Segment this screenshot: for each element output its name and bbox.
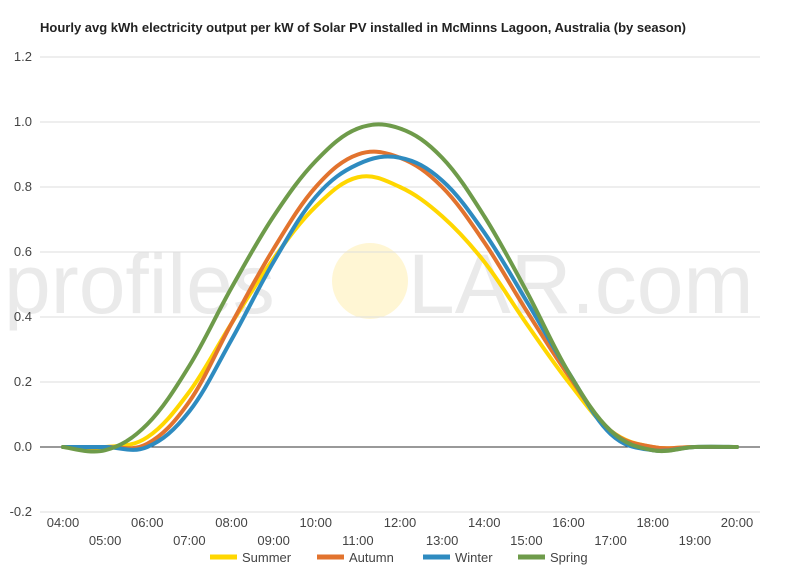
x-tick-label: 16:00 [552,515,585,530]
x-tick-label: 10:00 [299,515,332,530]
x-tick-label: 20:00 [721,515,754,530]
y-tick-label: 1.0 [14,114,32,129]
x-tick-label: 17:00 [594,533,627,548]
legend-label: Spring [550,550,588,565]
legend-label: Autumn [349,550,394,565]
x-tick-label: 18:00 [636,515,669,530]
x-tick-label: 05:00 [89,533,122,548]
legend-label: Winter [455,550,493,565]
y-tick-label: 0.2 [14,374,32,389]
y-tick-label: 1.2 [14,49,32,64]
x-tick-label: 09:00 [257,533,290,548]
watermark-right-text: LAR.com [408,237,753,331]
y-axis-ticks: -0.2 0.0 0.2 0.4 0.6 0.8 1.0 1.2 [10,49,32,519]
legend-label: Summer [242,550,292,565]
series-lines [61,122,739,454]
x-tick-label: 15:00 [510,533,543,548]
y-tick-label: 0.8 [14,179,32,194]
x-tick-label: 12:00 [384,515,417,530]
y-tick-label: 0.6 [14,244,32,259]
series-line-spring [61,122,739,454]
legend: Summer Autumn Winter Spring [210,550,588,565]
y-tick-label: 0.4 [14,309,32,324]
watermark-sun [332,243,408,319]
x-tick-label: 11:00 [342,533,374,548]
x-tick-label: 14:00 [468,515,501,530]
x-tick-label: 19:00 [679,533,712,548]
x-tick-label: 06:00 [131,515,164,530]
chart-title: Hourly avg kWh electricity output per kW… [40,20,686,35]
series-line-winter [61,154,739,453]
watermark: profiles LAR.com [4,237,753,331]
x-tick-label: 07:00 [173,533,206,548]
watermark-left-text: profiles [4,237,275,331]
x-tick-label: 08:00 [215,515,248,530]
y-tick-label: 0.0 [14,439,32,454]
x-tick-label: 04:00 [47,515,80,530]
x-tick-label: 13:00 [426,533,459,548]
x-axis-ticks: 04:00 05:00 06:00 07:00 08:00 09:00 10:00 11:00… [47,515,754,548]
y-tick-label: -0.2 [10,504,32,519]
